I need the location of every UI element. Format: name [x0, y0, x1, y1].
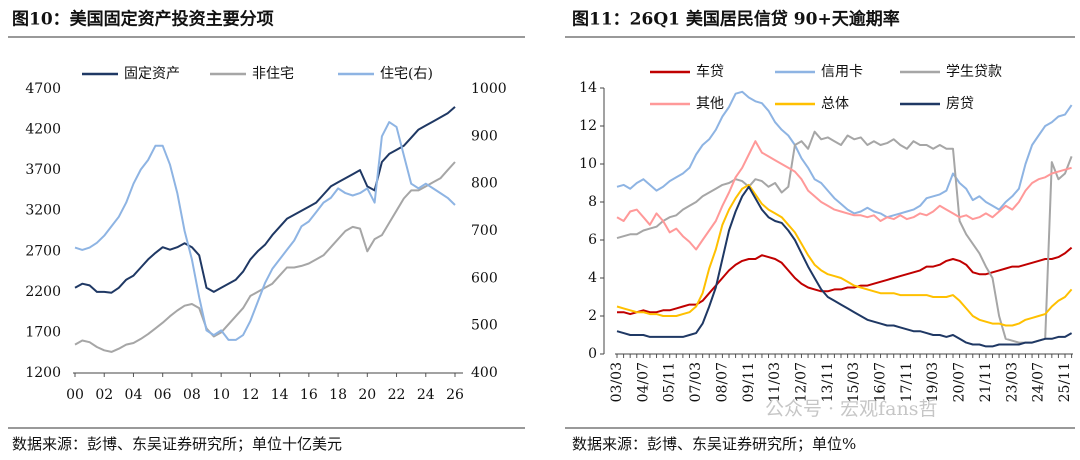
x-tick-label: 10: [212, 387, 230, 403]
x-tick-label: 04: [125, 387, 143, 403]
series-line: [616, 183, 1073, 327]
x-tick-label: 26: [446, 387, 464, 403]
x-tick-label: 17/11: [899, 362, 915, 402]
legend-label: 学生贷款: [946, 64, 1002, 80]
x-tick-label: 25/11: [1057, 362, 1073, 402]
legend-label: 总体: [821, 96, 849, 112]
y-tick-label: 12: [579, 118, 597, 134]
legend-label: 非住宅: [252, 66, 294, 82]
x-tick-label: 04/07: [635, 362, 651, 402]
x-tick-label: 24/07: [1031, 362, 1047, 402]
y-tick-label: 10: [579, 156, 597, 172]
y2-tick-label: 700: [471, 223, 498, 239]
y-tick-label: 8: [588, 194, 597, 210]
y-tick-label: 4: [588, 270, 597, 286]
y-tick-label: 1700: [25, 324, 61, 340]
chart-title: 图10：美国固定资产投资主要分项: [12, 9, 274, 30]
x-tick-label: 05/11: [662, 362, 678, 402]
y-tick-label: 6: [588, 232, 597, 248]
x-tick-label: 15/03: [846, 362, 862, 402]
series-line: [74, 161, 456, 353]
x-tick-label: 18: [329, 387, 347, 403]
y-tick-label: 2700: [25, 243, 61, 259]
x-tick-label: 00: [66, 387, 84, 403]
legend-label: 其他: [696, 96, 724, 112]
y-tick-label: 14: [579, 80, 597, 96]
x-tick-label: 11/03: [767, 362, 783, 402]
x-tick-label: 20: [358, 387, 376, 403]
y2-tick-label: 400: [471, 365, 498, 381]
watermark: 公众号 · 宏观fans哲: [765, 398, 937, 420]
x-tick-label: 12/07: [793, 362, 809, 402]
x-tick-label: 13/11: [820, 362, 836, 402]
x-tick-label: 08/07: [714, 362, 730, 402]
x-tick-label: 16: [300, 387, 318, 403]
x-tick-label: 07/03: [688, 362, 704, 402]
series-line: [74, 121, 456, 341]
y2-tick-label: 800: [471, 176, 498, 192]
y-tick-label: 3200: [25, 203, 61, 219]
legend-label: 信用卡: [821, 64, 863, 80]
source-note: 数据来源：彭博、东吴证券研究所；单位%: [572, 435, 856, 453]
y-tick-label: 0: [588, 346, 597, 362]
y-tick-label: 4700: [25, 81, 61, 97]
y-tick-label: 2200: [25, 284, 61, 300]
x-tick-label: 08: [183, 387, 201, 403]
legend-label: 住宅(右): [380, 66, 433, 82]
legend-label: 固定资产: [124, 66, 180, 82]
y-tick-label: 2: [588, 308, 597, 324]
legend-label: 车贷: [696, 63, 724, 80]
y-tick-label: 4200: [25, 122, 61, 138]
x-tick-label: 12: [241, 387, 259, 403]
x-tick-label: 22: [388, 387, 406, 403]
y-tick-label: 1200: [25, 365, 61, 381]
y2-tick-label: 500: [471, 318, 498, 334]
x-tick-label: 21/11: [978, 362, 994, 402]
source-note: 数据来源：彭博、东吴证券研究所；单位十亿美元: [12, 435, 342, 453]
x-tick-label: 19/03: [925, 362, 941, 402]
x-tick-label: 03/03: [609, 362, 625, 402]
y-tick-label: 3700: [25, 162, 61, 178]
x-tick-label: 24: [417, 387, 435, 403]
series-line: [74, 106, 456, 294]
series-line: [616, 90, 1073, 219]
x-tick-label: 16/07: [873, 362, 889, 402]
x-tick-label: 23/03: [1004, 362, 1020, 402]
x-tick-label: 06: [154, 387, 172, 403]
x-tick-label: 14: [271, 387, 289, 403]
series-line: [616, 185, 1073, 348]
x-tick-label: 02: [95, 387, 113, 403]
x-tick-label: 20/07: [952, 362, 968, 402]
legend-label: 房贷: [946, 96, 974, 112]
y2-tick-label: 900: [471, 128, 498, 144]
series-line: [617, 246, 1073, 316]
series-line: [616, 140, 1072, 251]
x-tick-label: 09/11: [741, 362, 757, 402]
chart-title: 图11：26Q1 美国居民信贷 90+天逾期率: [572, 9, 900, 30]
series-line: [616, 130, 1073, 344]
y2-tick-label: 1000: [471, 81, 507, 97]
y2-tick-label: 600: [471, 270, 498, 286]
